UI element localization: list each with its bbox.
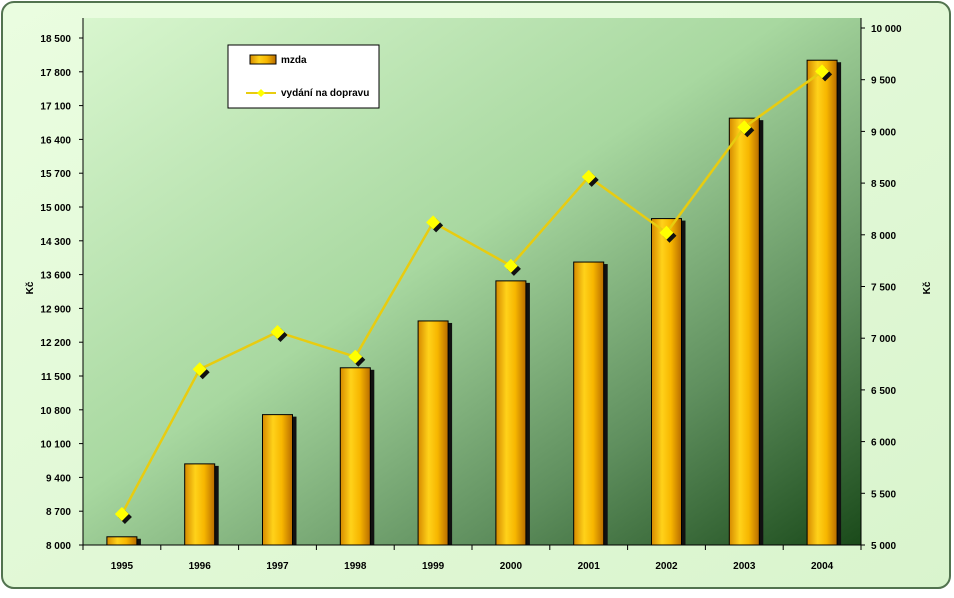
line-marker <box>192 362 207 377</box>
legend-swatch-marker <box>257 89 265 97</box>
y-left-tick-label: 10 800 <box>40 406 71 417</box>
bar <box>806 59 838 546</box>
y-left-tick-label: 15 000 <box>40 203 71 214</box>
x-tick-label: 2001 <box>578 561 601 572</box>
y-right-tick-label: 5 000 <box>871 541 896 552</box>
y-right-tick-label: 7 500 <box>871 283 896 294</box>
bar <box>106 536 138 546</box>
x-tick-label: 1996 <box>189 561 212 572</box>
y-left-tick-label: 16 400 <box>40 135 71 146</box>
y-left-tick-label: 14 300 <box>40 237 71 248</box>
x-tick-label: 2002 <box>655 561 678 572</box>
y-right-tick-label: 9 500 <box>871 76 896 87</box>
line-marker <box>737 120 752 135</box>
legend-swatch-bar <box>249 54 277 65</box>
line-marker <box>348 349 363 364</box>
y-axis-left-label: Kč <box>25 281 36 294</box>
y-right-tick-label: 10 000 <box>871 24 902 35</box>
line-marker <box>503 258 518 273</box>
y-left-tick-label: 12 200 <box>40 338 71 349</box>
x-tick-label: 2000 <box>500 561 523 572</box>
axes-group: 8 000 8 700 9 400 10 100 10 800 11 500 12 200 1… <box>40 18 902 572</box>
bar <box>651 218 682 546</box>
bar <box>728 117 760 546</box>
series-line <box>120 70 823 515</box>
y-left-tick-label: 12 900 <box>40 304 71 315</box>
x-tick-label: 2004 <box>811 561 834 572</box>
y-right-tick-label: 7 000 <box>871 334 896 345</box>
x-tick-label: 1995 <box>111 561 134 572</box>
y-right-tick-label: 6 000 <box>871 438 896 449</box>
x-tick-label: 1997 <box>266 561 289 572</box>
bar <box>184 463 216 546</box>
y-right-tick-label: 8 000 <box>871 231 896 242</box>
bar <box>417 320 449 546</box>
bars-group <box>106 59 842 546</box>
line-marker <box>426 215 441 230</box>
legend-label-bar: mzda <box>281 55 307 66</box>
y-left-tick-label: 10 100 <box>40 440 71 451</box>
y-right-tick-label: 8 500 <box>871 179 896 190</box>
x-tick-label: 2003 <box>733 561 756 572</box>
y-right-tick-label: 5 500 <box>871 489 896 500</box>
line-marker <box>581 169 596 184</box>
y-left-tick-label: 17 800 <box>40 68 71 79</box>
y-left-tick-label: 8 000 <box>46 541 71 552</box>
y-left-tick-label: 11 500 <box>41 372 71 383</box>
bar <box>262 414 293 546</box>
line-marker <box>114 506 129 521</box>
x-tick-label: 1998 <box>344 561 367 572</box>
line-marker <box>659 225 674 240</box>
legend: mzda vydání na dopravu <box>227 44 380 109</box>
y-left-tick-label: 17 100 <box>40 102 71 113</box>
legend-label-line: vydání na dopravu <box>281 88 369 99</box>
bar <box>573 261 605 546</box>
y-left-tick-label: 15 700 <box>40 169 71 180</box>
y-left-tick-label: 18 500 <box>40 34 71 45</box>
bar <box>339 367 371 546</box>
y-left-tick-label: 9 400 <box>46 473 71 484</box>
bar <box>495 280 527 546</box>
y-right-tick-label: 6 500 <box>871 386 896 397</box>
y-left-tick-label: 8 700 <box>46 507 71 518</box>
y-axis-right-label: Kč <box>922 281 933 294</box>
y-right-tick-label: 9 000 <box>871 127 896 138</box>
line-group <box>114 64 833 524</box>
y-left-tick-label: 13 600 <box>40 271 71 282</box>
x-tick-label: 1999 <box>422 561 445 572</box>
line-marker <box>815 64 830 79</box>
line-marker <box>270 324 285 339</box>
